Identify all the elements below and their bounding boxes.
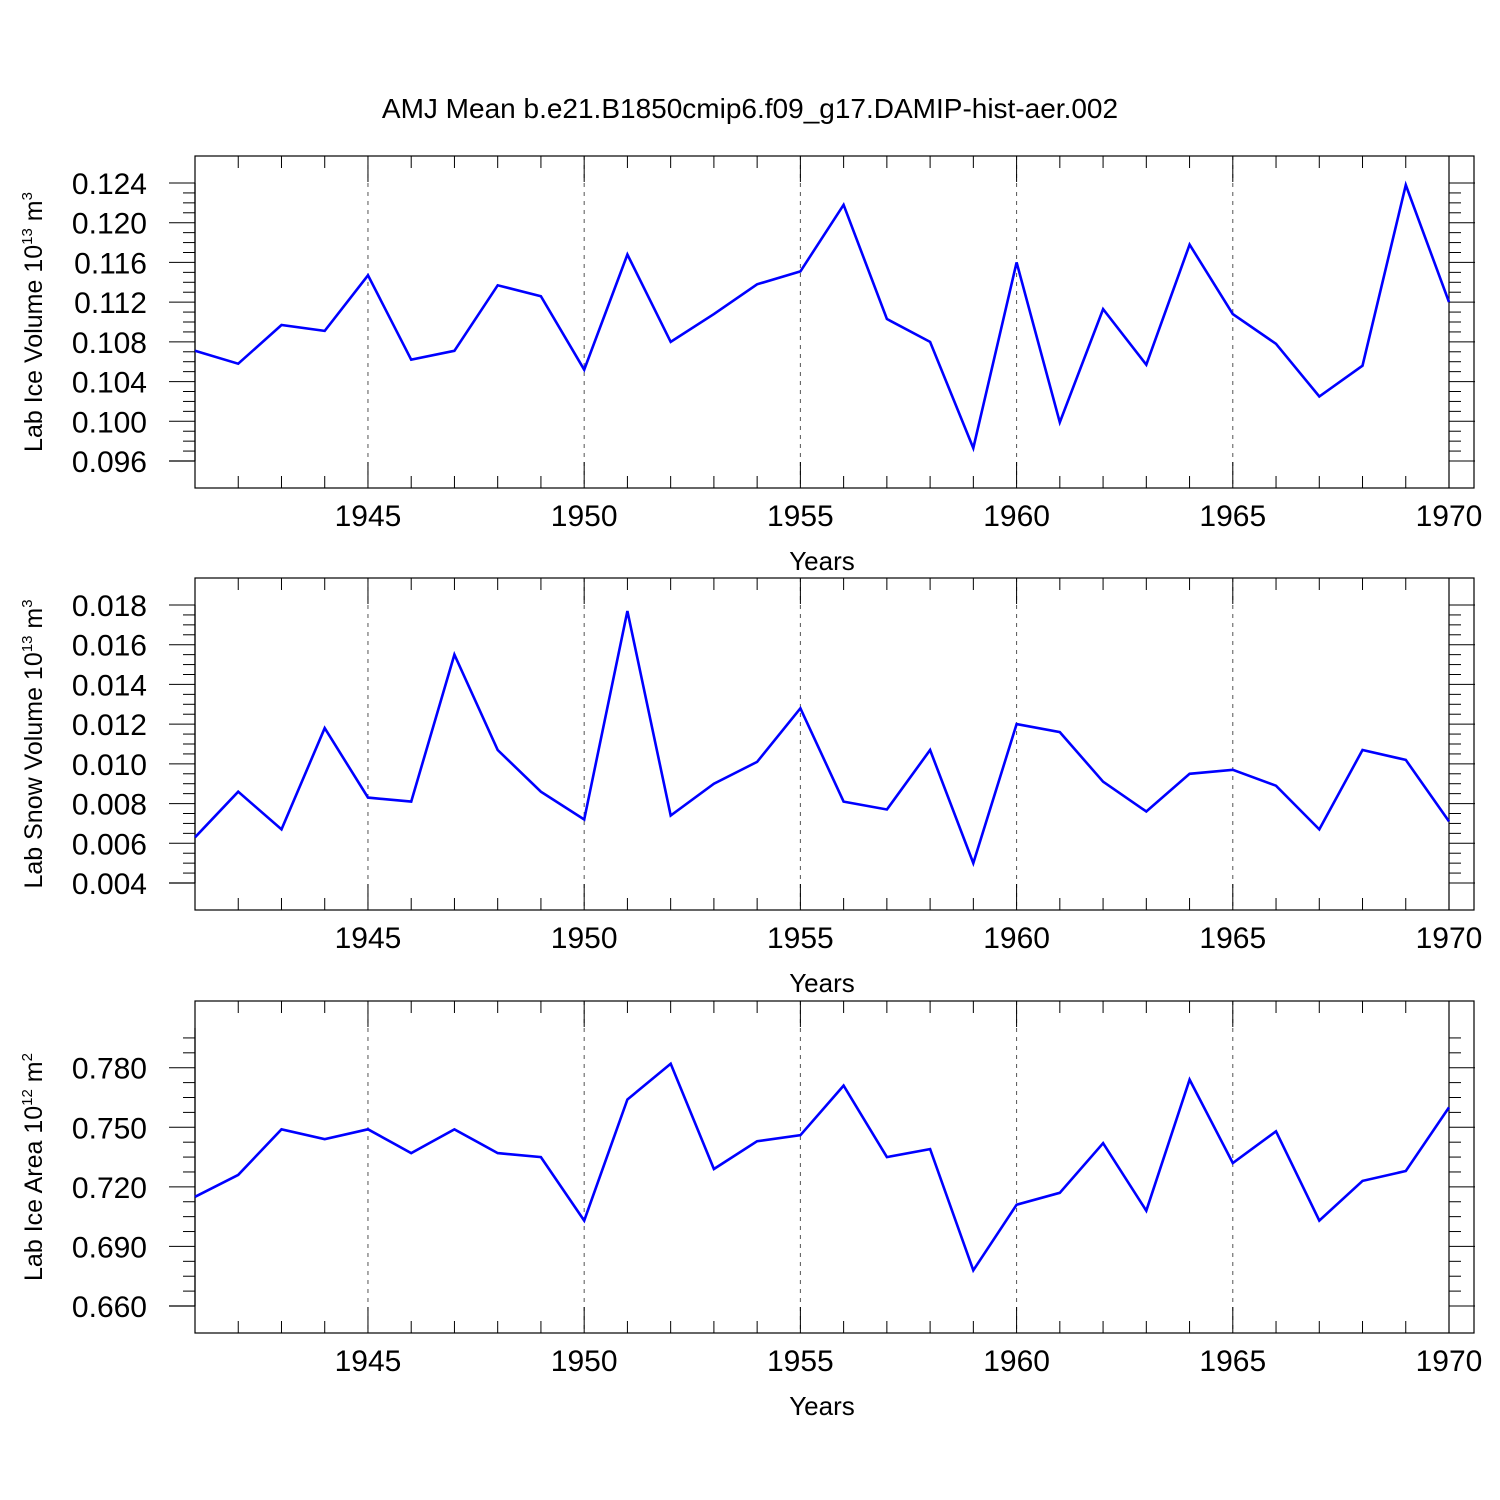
y-tick-label: 0.100 (72, 406, 147, 439)
y-tick-label: 0.720 (72, 1172, 147, 1205)
y-label-text: Lab Ice Volume 10 (20, 245, 48, 452)
y-label-exponent: 12 (19, 1089, 36, 1106)
x-tick-label: 1955 (767, 1345, 834, 1378)
x-tick-label: 1970 (1416, 922, 1483, 955)
y-axis-label: Lab Snow Volume 1013 m3 (19, 599, 48, 888)
y-label-text: Lab Ice Area 10 (20, 1106, 48, 1281)
y-label-unit: m (20, 1061, 48, 1089)
x-tick-label: 1960 (983, 500, 1050, 533)
y-axis-label: Lab Ice Area 1012 m2 (19, 1053, 48, 1281)
y-tick-label: 0.006 (72, 828, 147, 861)
y-label-unit-exponent: 3 (19, 599, 36, 607)
x-tick-label: 1945 (335, 500, 402, 533)
y-label-unit: m (20, 608, 48, 636)
y-tick-label: 0.014 (72, 669, 147, 702)
y-tick-label: 0.004 (72, 868, 147, 901)
plot-frame (194, 577, 1475, 911)
y-tick-label: 0.010 (72, 749, 147, 782)
x-tick-label: 1965 (1199, 1345, 1266, 1378)
y-tick-label: 0.012 (72, 709, 147, 742)
x-tick-label: 1945 (335, 1345, 402, 1378)
y-label-exponent: 13 (19, 228, 36, 245)
y-label-text: Lab Snow Volume 10 (20, 652, 48, 888)
y-tick-label: 0.116 (74, 247, 147, 280)
series-line (194, 1061, 1451, 1274)
chart-title: AMJ Mean b.e21.B1850cmip6.f09_g17.DAMIP-… (382, 93, 1118, 124)
y-tick-label: 0.016 (72, 630, 147, 663)
series-line (194, 610, 1451, 868)
y-axis-label: Lab Ice Volume 1013 m3 (19, 192, 48, 452)
panel-2: 0.004 0.006 0.008 0.010 0.012 0.014 0.016 0.018… (19, 577, 1483, 998)
series-line (194, 180, 1451, 453)
y-label-unit-exponent: 3 (19, 192, 36, 200)
panel-1: 0.096 0.100 0.104 0.108 0.112 0.116 0.120 0.124… (19, 155, 1483, 576)
panels: 0.096 0.100 0.104 0.108 0.112 0.116 0.120 0.124… (19, 155, 1483, 1421)
plot-frame (194, 1000, 1475, 1334)
x-tick-label: 1965 (1199, 500, 1266, 533)
y-tick-label: 0.780 (72, 1053, 147, 1086)
x-tick-label: 1950 (551, 922, 618, 955)
y-tick-label: 0.120 (72, 208, 147, 241)
y-label-exponent: 13 (19, 636, 36, 653)
x-tick-label: 1950 (551, 1345, 618, 1378)
y-tick-label: 0.096 (72, 446, 147, 479)
x-tick-label: 1955 (767, 500, 834, 533)
y-label-unit-exponent: 2 (19, 1053, 36, 1061)
y-tick-label: 0.008 (72, 789, 147, 822)
x-tick-label: 1960 (983, 1345, 1050, 1378)
plot-frame (194, 155, 1475, 489)
y-tick-label: 0.018 (72, 590, 147, 623)
x-axis-label: Years (789, 968, 855, 998)
x-tick-label: 1950 (551, 500, 618, 533)
x-tick-label: 1960 (983, 922, 1050, 955)
x-tick-label: 1970 (1416, 500, 1483, 533)
y-tick-label: 0.660 (72, 1291, 147, 1324)
y-label-unit: m (20, 200, 48, 228)
y-tick-label: 0.124 (72, 168, 147, 201)
x-axis-label: Years (789, 546, 855, 576)
y-tick-label: 0.104 (72, 367, 147, 400)
y-tick-label: 0.112 (74, 287, 147, 320)
x-tick-label: 1965 (1199, 922, 1266, 955)
x-tick-label: 1945 (335, 922, 402, 955)
x-tick-label: 1970 (1416, 1345, 1483, 1378)
y-tick-label: 0.108 (72, 327, 147, 360)
x-axis-label: Years (789, 1391, 855, 1421)
panel-3: 0.660 0.690 0.720 0.750 0.780 1945 1950 1955 196… (19, 1000, 1483, 1421)
y-tick-label: 0.690 (72, 1231, 147, 1264)
x-tick-label: 1955 (767, 922, 834, 955)
y-tick-label: 0.750 (72, 1112, 147, 1145)
